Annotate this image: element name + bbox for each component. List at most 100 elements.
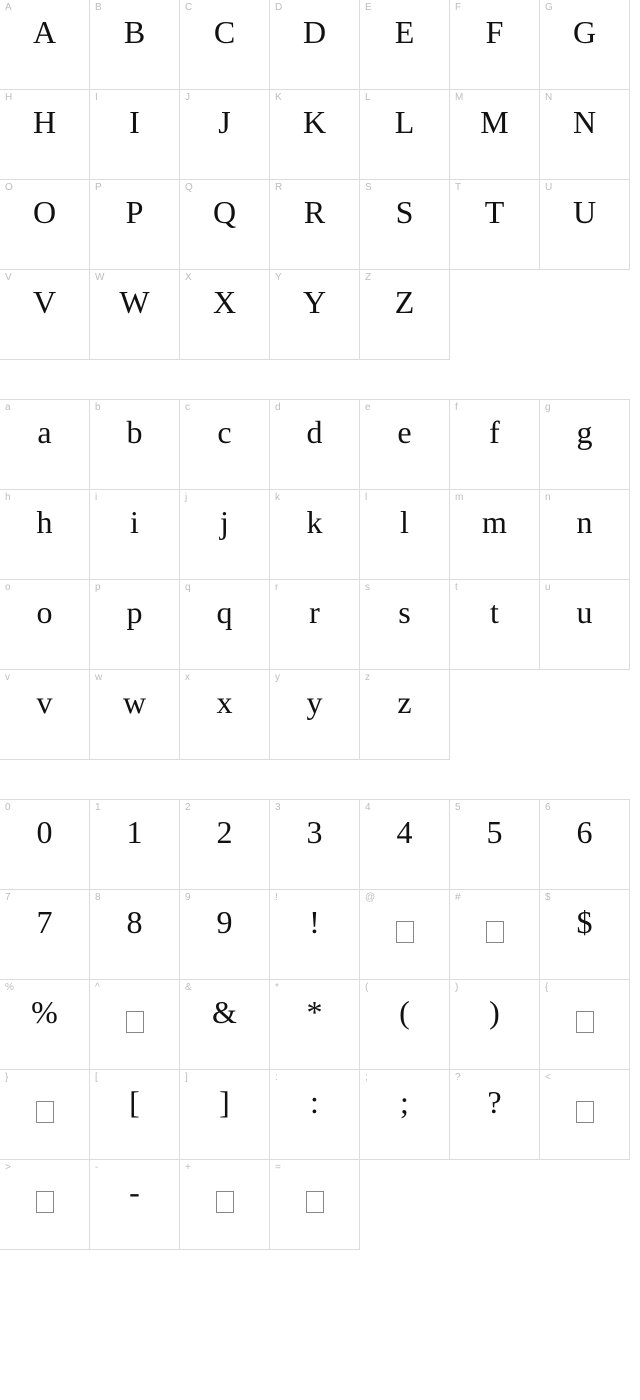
- glyph-cell[interactable]: OO: [0, 179, 90, 270]
- glyph-cell[interactable]: &&: [179, 979, 270, 1070]
- cell-glyph: Y: [270, 278, 359, 326]
- glyph-cell[interactable]: MM: [449, 89, 540, 180]
- glyph-cell[interactable]: LL: [359, 89, 450, 180]
- glyph-cell[interactable]: hh: [0, 489, 90, 580]
- glyph-cell[interactable]: TT: [449, 179, 540, 270]
- glyph-cell[interactable]: GG: [539, 0, 630, 90]
- glyph-cell[interactable]: !!: [269, 889, 360, 980]
- glyph-cell[interactable]: =: [269, 1159, 360, 1250]
- glyph-cell[interactable]: bb: [89, 399, 180, 490]
- glyph-cell[interactable]: ]]: [179, 1069, 270, 1160]
- glyph-cell[interactable]: 88: [89, 889, 180, 980]
- glyph-cell[interactable]: nn: [539, 489, 630, 580]
- glyph-cell[interactable]: xx: [179, 669, 270, 760]
- glyph-cell[interactable]: +: [179, 1159, 270, 1250]
- glyph-cell[interactable]: 44: [359, 799, 450, 890]
- glyph-cell[interactable]: ll: [359, 489, 450, 580]
- glyph-cell[interactable]: SS: [359, 179, 450, 270]
- glyph-cell[interactable]: CC: [179, 0, 270, 90]
- glyph-cell[interactable]: vv: [0, 669, 90, 760]
- glyph-cell[interactable]: 00: [0, 799, 90, 890]
- glyph-cell[interactable]: aa: [0, 399, 90, 490]
- glyph-cell[interactable]: ii: [89, 489, 180, 580]
- glyph-cell[interactable]: >: [0, 1159, 90, 1250]
- glyph-cell[interactable]: ??: [449, 1069, 540, 1160]
- cell-glyph: S: [360, 188, 449, 236]
- glyph-cell[interactable]: oo: [0, 579, 90, 670]
- cell-glyph: C: [180, 8, 269, 56]
- glyph-cell[interactable]: ee: [359, 399, 450, 490]
- glyph-cell[interactable]: RR: [269, 179, 360, 270]
- missing-glyph-icon: [576, 1011, 594, 1033]
- glyph-cell[interactable]: WW: [89, 269, 180, 360]
- glyph-cell[interactable]: pp: [89, 579, 180, 670]
- cell-glyph: t: [450, 588, 539, 636]
- glyph-cell[interactable]: yy: [269, 669, 360, 760]
- glyph-cell[interactable]: 33: [269, 799, 360, 890]
- glyph-cell[interactable]: **: [269, 979, 360, 1070]
- glyph-cell[interactable]: tt: [449, 579, 540, 670]
- glyph-cell[interactable]: mm: [449, 489, 540, 580]
- cell-glyph: E: [360, 8, 449, 56]
- glyph-cell[interactable]: 22: [179, 799, 270, 890]
- glyph-cell[interactable]: jj: [179, 489, 270, 580]
- cell-glyph: p: [90, 588, 179, 636]
- glyph-cell[interactable]: ;;: [359, 1069, 450, 1160]
- glyph-cell[interactable]: ::: [269, 1069, 360, 1160]
- glyph-cell[interactable]: YY: [269, 269, 360, 360]
- glyph-cell[interactable]: EE: [359, 0, 450, 90]
- cell-glyph: c: [180, 408, 269, 456]
- glyph-cell[interactable]: {: [539, 979, 630, 1070]
- glyph-cell[interactable]: BB: [89, 0, 180, 90]
- cell-glyph: (: [360, 988, 449, 1036]
- glyph-cell[interactable]: JJ: [179, 89, 270, 180]
- glyph-cell[interactable]: }: [0, 1069, 90, 1160]
- glyph-cell[interactable]: uu: [539, 579, 630, 670]
- glyph-cell[interactable]: 55: [449, 799, 540, 890]
- glyph-cell[interactable]: 66: [539, 799, 630, 890]
- section-numbers-symbols: 00112233445566 778899!!@#$$%%^&&**(()){}[…: [0, 800, 630, 1250]
- glyph-cell[interactable]: cc: [179, 399, 270, 490]
- glyph-cell[interactable]: gg: [539, 399, 630, 490]
- glyph-cell[interactable]: --: [89, 1159, 180, 1250]
- cell-glyph: Z: [360, 278, 449, 326]
- glyph-cell[interactable]: PP: [89, 179, 180, 270]
- glyph-cell[interactable]: VV: [0, 269, 90, 360]
- glyph-cell[interactable]: ^: [89, 979, 180, 1070]
- glyph-cell[interactable]: [[: [89, 1069, 180, 1160]
- glyph-cell[interactable]: ff: [449, 399, 540, 490]
- glyph-cell[interactable]: @: [359, 889, 450, 980]
- glyph-cell[interactable]: II: [89, 89, 180, 180]
- glyph-cell[interactable]: FF: [449, 0, 540, 90]
- glyph-cell[interactable]: UU: [539, 179, 630, 270]
- glyph-cell[interactable]: XX: [179, 269, 270, 360]
- glyph-cell[interactable]: ww: [89, 669, 180, 760]
- glyph-cell[interactable]: #: [449, 889, 540, 980]
- glyph-cell[interactable]: %%: [0, 979, 90, 1070]
- glyph-cell[interactable]: )): [449, 979, 540, 1070]
- glyph-cell[interactable]: 77: [0, 889, 90, 980]
- glyph-cell[interactable]: HH: [0, 89, 90, 180]
- missing-glyph-icon: [396, 921, 414, 943]
- cell-glyph: [0, 1078, 89, 1126]
- glyph-cell[interactable]: DD: [269, 0, 360, 90]
- glyph-cell[interactable]: 11: [89, 799, 180, 890]
- glyph-cell[interactable]: AA: [0, 0, 90, 90]
- missing-glyph-icon: [36, 1191, 54, 1213]
- glyph-cell[interactable]: ZZ: [359, 269, 450, 360]
- cell-glyph: -: [90, 1168, 179, 1216]
- glyph-cell[interactable]: ss: [359, 579, 450, 670]
- glyph-cell[interactable]: QQ: [179, 179, 270, 270]
- glyph-cell[interactable]: KK: [269, 89, 360, 180]
- cell-glyph: k: [270, 498, 359, 546]
- glyph-cell[interactable]: qq: [179, 579, 270, 670]
- glyph-cell[interactable]: 99: [179, 889, 270, 980]
- glyph-cell[interactable]: zz: [359, 669, 450, 760]
- glyph-cell[interactable]: dd: [269, 399, 360, 490]
- glyph-cell[interactable]: $$: [539, 889, 630, 980]
- glyph-cell[interactable]: <: [539, 1069, 630, 1160]
- glyph-cell[interactable]: ((: [359, 979, 450, 1070]
- glyph-cell[interactable]: kk: [269, 489, 360, 580]
- glyph-cell[interactable]: NN: [539, 89, 630, 180]
- glyph-cell[interactable]: rr: [269, 579, 360, 670]
